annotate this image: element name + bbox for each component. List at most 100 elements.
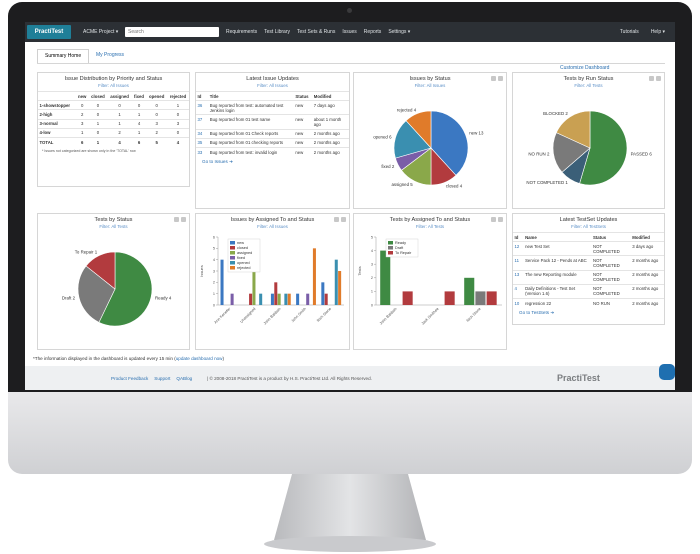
footer-link[interactable]: QABlog — [176, 376, 193, 381]
logo[interactable]: PractiTest — [27, 25, 71, 39]
bar — [220, 259, 224, 305]
bar — [321, 282, 325, 305]
panel-link[interactable]: Go to TestSets ➜ — [519, 310, 555, 316]
id-link[interactable]: 11 — [513, 255, 524, 271]
project-menu[interactable]: ACME Project ▾ — [83, 29, 119, 35]
customize-link[interactable]: Customize Dashboard — [560, 65, 610, 71]
slice-label: closed 4 — [446, 184, 463, 189]
id-link[interactable]: 33 — [196, 146, 209, 157]
slice-category: new — [469, 131, 478, 136]
y-tick-label: 6 — [213, 235, 215, 239]
column-header: Id — [196, 90, 209, 101]
nav-link[interactable]: Test Library — [264, 29, 290, 35]
cell: 6 — [131, 136, 147, 147]
id-link[interactable]: 4 — [513, 283, 524, 299]
bar — [306, 293, 310, 305]
footnote-end: ) — [222, 356, 225, 361]
panel-icon[interactable] — [498, 76, 503, 81]
slice-label: Draft 2 — [62, 296, 76, 301]
cell: 1 — [107, 118, 132, 129]
panel-icon[interactable] — [334, 217, 339, 222]
panel-icon[interactable] — [498, 217, 503, 222]
y-tick-label: 1 — [213, 292, 215, 296]
panel-icon[interactable] — [491, 76, 496, 81]
panel-icon[interactable] — [181, 217, 186, 222]
slice-value: 4 — [414, 107, 417, 112]
id-link[interactable]: 13 — [513, 269, 524, 285]
id-link[interactable]: 10 — [513, 297, 524, 308]
nav-link[interactable]: Test Sets & Runs — [296, 29, 336, 35]
column-header: new — [75, 90, 89, 101]
bar — [277, 293, 281, 305]
tab[interactable]: Summary Home — [37, 49, 90, 63]
panel-link[interactable]: Go to Issues ➜ — [202, 159, 233, 165]
slice-value: 4 — [460, 184, 463, 189]
screen: PractiTest ACME Project ▾ Search Require… — [25, 22, 675, 390]
copyright: | © 2008-2018 PractiTest is a product by… — [207, 376, 372, 381]
slice-label: PASSED 6 — [631, 151, 653, 156]
cell: Bug reported from 01 test name — [208, 114, 294, 130]
panel-icon[interactable] — [341, 217, 346, 222]
cell: new — [293, 128, 313, 139]
header-row: Id Title Status Modified — [196, 90, 349, 101]
id-link[interactable]: 37 — [196, 114, 209, 130]
panel-icon[interactable] — [491, 217, 496, 222]
column-header: Status — [293, 90, 313, 101]
bar — [402, 291, 413, 305]
cell: 2 months ago — [630, 283, 664, 299]
pie-slice — [77, 265, 116, 323]
slice-value: 2 — [565, 111, 568, 116]
table-row: 2-high 2 0 1 1 0 0 — [38, 109, 189, 120]
footer-link[interactable]: Product Feedback — [111, 376, 149, 381]
chart-panel: Issues by Status Filter: All Issues new 13… — [353, 72, 507, 209]
bar — [338, 271, 342, 305]
panel-icon[interactable] — [656, 76, 661, 81]
footer-logo: PractiTest — [557, 373, 600, 383]
x-tick-label: Ann Kenefer — [214, 306, 232, 324]
bar — [249, 293, 253, 305]
search-box[interactable]: Search — [125, 27, 219, 37]
footer-link[interactable]: Support — [154, 376, 171, 381]
slice-label: assigned 5 — [391, 182, 413, 187]
chart-panel: Tests by Run Status Filter: All Tests PASS… — [512, 72, 665, 209]
bar — [287, 293, 291, 305]
slice-value: 1 — [95, 250, 98, 255]
id-link[interactable]: 34 — [196, 128, 209, 139]
cell: 3 — [146, 118, 167, 129]
table-row: 34 Bug reported from 01 Check reports new 2… — [196, 128, 349, 139]
corner-cell — [38, 90, 76, 101]
navbar: PractiTest ACME Project ▾ Search Require… — [25, 22, 675, 42]
pie-slice — [405, 110, 432, 149]
legend-swatch — [230, 251, 235, 255]
table-row: 3-normal 3 1 1 4 3 3 — [38, 118, 189, 129]
cell: 0 — [146, 109, 167, 120]
update-link[interactable]: update dashboard now — [175, 356, 223, 361]
cell: 0 — [146, 100, 167, 110]
nav-link[interactable]: Reports — [363, 29, 382, 35]
tab[interactable]: My Progress — [96, 52, 125, 58]
id-link[interactable]: 12 — [513, 241, 524, 256]
table-row: 4 Daily Definitions - Test Set (Version 1… — [513, 283, 664, 299]
nav-link[interactable]: Requirements — [226, 29, 258, 35]
slice-value: 1 — [565, 180, 568, 185]
list-table: Id Name Status Modified 12 new Test Set NOT CO… — [513, 231, 664, 308]
slice-category: PASSED — [631, 151, 648, 156]
cell: 0 — [166, 109, 189, 120]
id-link[interactable]: 35 — [196, 137, 209, 148]
id-link[interactable]: 36 — [196, 100, 209, 115]
x-tick-label: Jack Smithee — [421, 307, 440, 326]
y-tick-label: 1 — [371, 290, 373, 294]
legend-label: rejected — [237, 266, 251, 270]
panel-icon[interactable] — [649, 76, 654, 81]
slice-category: To Repair — [75, 250, 94, 255]
nav-link[interactable]: Settings ▾ — [388, 29, 411, 35]
panel-icon[interactable] — [174, 217, 179, 222]
nav-link[interactable]: Issues — [342, 29, 357, 35]
nav-link[interactable]: Tutorials — [619, 29, 639, 35]
table-row: 4-low 1 0 2 1 2 0 — [38, 127, 189, 138]
nav-link[interactable]: Help ▾ — [650, 29, 665, 35]
chat-button[interactable] — [659, 364, 675, 380]
cell: 1 — [131, 127, 147, 138]
x-tick-label: Rich Stone — [316, 307, 332, 323]
chart-panel: Issues by Assigned To and Status Filter: … — [195, 213, 350, 350]
